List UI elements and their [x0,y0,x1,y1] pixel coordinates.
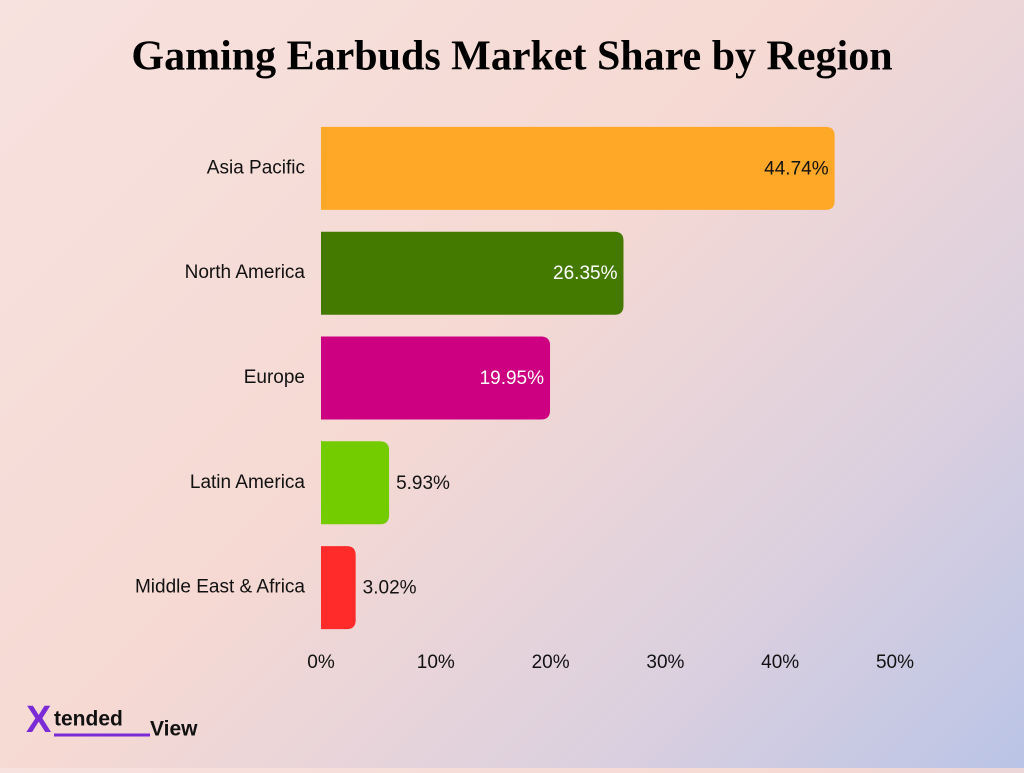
x-tick-label: 0% [307,652,335,673]
x-tick-label: 20% [532,652,570,673]
brand-logo: X tended View [26,699,198,741]
x-tick-label: 50% [876,652,914,673]
data-label: 19.95% [480,368,545,389]
bar [321,231,624,315]
brand-word: tended [54,708,123,731]
y-tick-label: Europe [244,367,305,388]
y-tick-label: Latin America [190,472,306,493]
data-label: 3.02% [363,578,417,599]
data-label: 26.35% [553,263,618,284]
x-tick-label: 10% [417,652,455,673]
bar [321,336,551,420]
bar [321,441,390,525]
x-tick-label: 30% [646,652,684,673]
x-tick-label: 40% [761,652,799,673]
brand-mark: X [26,699,52,741]
data-label: 44.74% [764,158,829,179]
y-tick-label: Middle East & Africa [135,577,305,598]
data-label: 5.93% [396,473,450,494]
y-tick-label: Asia Pacific [207,157,305,178]
chart-title: Gaming Earbuds Market Share by Region [131,34,892,80]
bar [321,126,835,210]
bar [321,546,356,630]
y-tick-label: North America [185,262,306,283]
brand-word: View [150,718,198,741]
